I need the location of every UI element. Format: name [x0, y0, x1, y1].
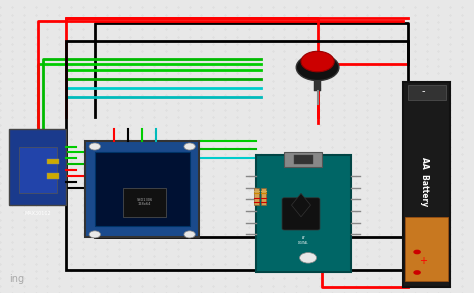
Bar [95, 152, 190, 226]
Bar [405, 217, 448, 281]
Bar [403, 82, 450, 287]
Polygon shape [292, 193, 310, 217]
Bar [294, 155, 313, 164]
Bar [85, 141, 199, 237]
Circle shape [89, 231, 100, 238]
Text: -: - [421, 86, 425, 96]
Bar [123, 188, 166, 217]
Text: +: + [419, 256, 427, 266]
Circle shape [184, 231, 195, 238]
Bar [47, 173, 59, 179]
Bar [66, 41, 408, 270]
Circle shape [184, 143, 195, 150]
Bar [261, 188, 266, 205]
Circle shape [300, 253, 317, 263]
Circle shape [296, 54, 339, 81]
Bar [284, 152, 322, 167]
Circle shape [89, 143, 100, 150]
Bar [47, 159, 59, 164]
Bar [19, 146, 57, 193]
Bar [408, 85, 446, 100]
Text: AA  Battery: AA Battery [420, 157, 428, 206]
FancyBboxPatch shape [282, 198, 320, 230]
Circle shape [301, 51, 334, 72]
Bar [254, 188, 259, 205]
Bar [256, 155, 351, 272]
Bar [314, 79, 321, 91]
Text: ing: ing [9, 274, 25, 284]
Bar [9, 129, 66, 205]
Circle shape [413, 270, 421, 275]
Circle shape [413, 250, 421, 254]
Text: SSD1306
128x64: SSD1306 128x64 [137, 198, 153, 207]
Text: A7
DIGITAL: A7 DIGITAL [298, 236, 309, 245]
Text: MAX30102: MAX30102 [25, 211, 51, 216]
